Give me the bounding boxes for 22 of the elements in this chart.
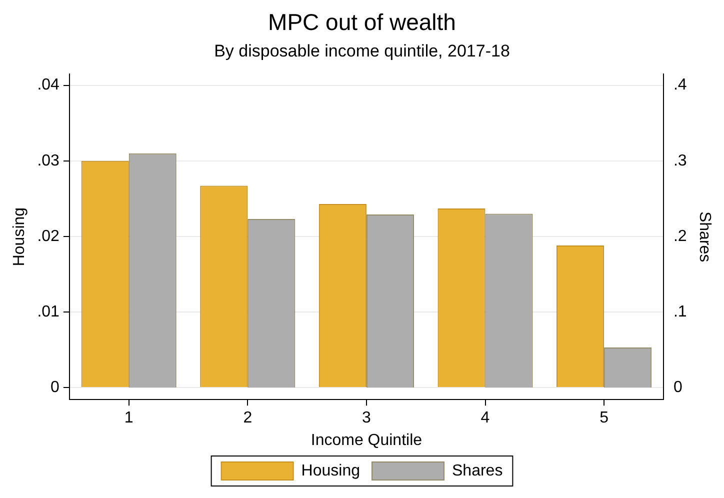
x-tick-label: 3 [362, 410, 371, 427]
x-axis-title: Income Quintile [310, 432, 422, 449]
y2-tick-label: .4 [673, 76, 687, 94]
legend-label: Housing [301, 462, 360, 480]
y-tick-label: 0 [50, 378, 60, 396]
y-axis-title: Housing [11, 207, 28, 266]
y2-tick-label: 0 [673, 378, 682, 396]
legend-label: Shares [452, 462, 503, 480]
y2-tick-label: .1 [673, 303, 687, 320]
chart-subtitle: By disposable income quintile, 2017-18 [214, 41, 510, 60]
y2-axis-title: Shares [696, 211, 713, 262]
y-tick-label: .02 [37, 228, 60, 245]
y2-tick-label: .3 [673, 152, 687, 170]
y2-tick-label: .2 [673, 228, 687, 245]
chart-title: MPC out of wealth [268, 9, 456, 36]
y-tick-label: .01 [37, 303, 60, 320]
y-tick-label: .03 [37, 152, 60, 170]
x-tick-label: 1 [124, 410, 134, 427]
y-tick-label: .04 [37, 76, 60, 94]
x-tick-label: 2 [243, 410, 252, 427]
x-tick-label: 4 [480, 410, 490, 427]
x-tick-label: 5 [600, 410, 609, 427]
